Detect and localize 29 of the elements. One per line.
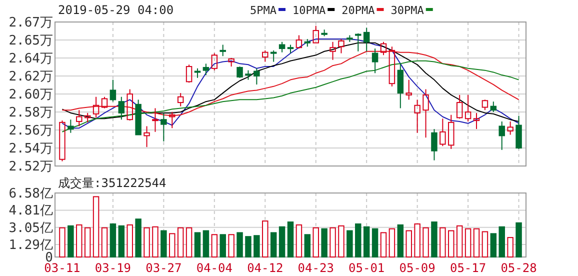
x-tick-label: 03-27 — [146, 261, 182, 275]
x-tick-label: 05-28 — [500, 261, 537, 275]
x-tick-label: 05-01 — [348, 261, 385, 275]
y-tick-label: 2.67万 — [8, 16, 53, 30]
x-tick-label: 04-12 — [247, 261, 284, 275]
x-tick-label: 05-17 — [450, 261, 486, 275]
y-tick-label: 4.81亿 — [8, 204, 53, 219]
legend-label: 5PMA — [250, 4, 277, 17]
x-tick-label: 03-11 — [44, 261, 80, 275]
y-tick-label: 2.56万 — [8, 124, 53, 138]
chart-title: 2019-05-29 04:00 — [58, 3, 174, 17]
y-tick-label: 2.52万 — [8, 160, 53, 174]
legend-label: 20PMA — [342, 4, 376, 17]
y-tick-label: 2.60万 — [8, 88, 53, 102]
y-tick-label: 2.54万 — [8, 142, 53, 156]
y-tick-label: 2.62万 — [8, 70, 53, 84]
legend-label: 30PMA — [390, 4, 424, 17]
x-tick-label: 03-19 — [94, 261, 132, 275]
y-tick-label: 2.64万 — [8, 52, 53, 66]
y-tick-label: 2.65万 — [8, 34, 53, 48]
legend-label: 10PMA — [292, 4, 326, 17]
y-tick-label: 2.58万 — [8, 106, 53, 120]
y-tick-label: 3.05亿 — [8, 220, 53, 236]
x-tick-label: 05-09 — [399, 261, 436, 275]
y-tick-label: 1.29亿 — [8, 238, 53, 253]
x-tick-label: 04-04 — [196, 261, 232, 275]
x-tick-label: 04-23 — [298, 261, 334, 275]
text: 成交量:351222544 — [58, 176, 166, 190]
y-tick-label: 6.58亿 — [8, 186, 53, 202]
